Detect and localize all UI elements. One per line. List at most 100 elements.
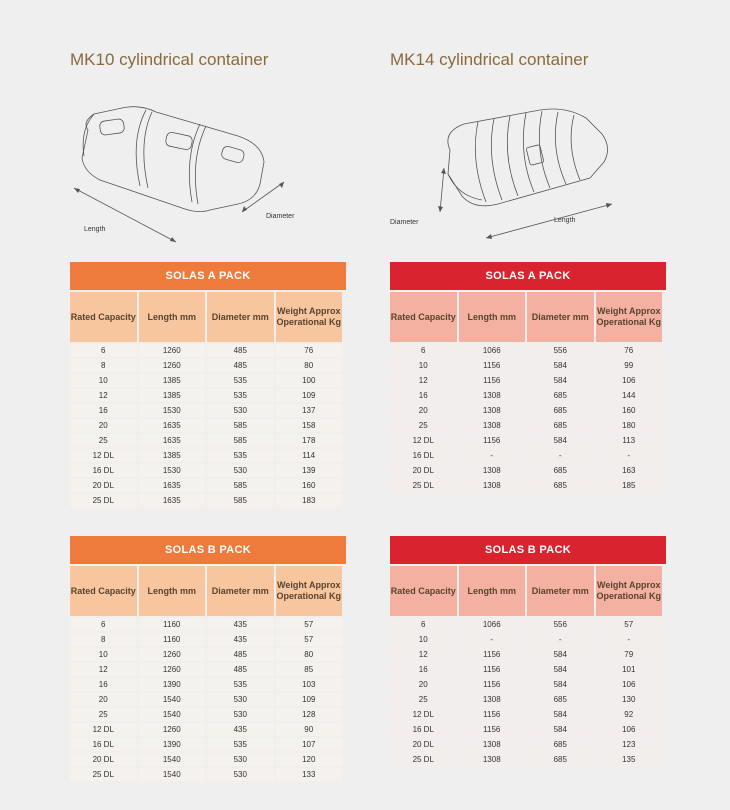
mk14-solas-a-header-3: Weight Approx Operational Kg — [595, 292, 662, 342]
mk10-solas-a-table-block: SOLAS A PACK Rated Capacity Length mm Diam… — [70, 262, 346, 509]
table-cell: 25 — [70, 434, 137, 447]
table-row: 25 1540 530 128 — [70, 708, 342, 721]
mk14-solas-a-header-0: Rated Capacity — [390, 292, 457, 342]
table-cell: 585 — [207, 479, 274, 492]
mk14-solas-b-table-block: SOLAS B PACK Rated Capacity Length mm Diam… — [390, 536, 666, 768]
table-cell: 685 — [527, 693, 594, 706]
table-row: 20 DL 1308 685 123 — [390, 738, 662, 751]
table-cell: 1156 — [458, 374, 525, 387]
table-cell: 535 — [207, 738, 274, 751]
table-cell: 16 DL — [70, 464, 137, 477]
table-cell: 685 — [527, 738, 594, 751]
table-row: 20 1156 584 106 — [390, 678, 662, 691]
table-cell: 6 — [70, 344, 137, 357]
table-cell: 6 — [390, 344, 457, 357]
table-row: 20 DL 1540 530 120 — [70, 753, 342, 766]
table-cell: 16 — [70, 678, 137, 691]
table-cell: 10 — [70, 648, 137, 661]
table-cell: 584 — [527, 663, 594, 676]
table-cell: 584 — [527, 374, 594, 387]
table-cell: 1308 — [458, 693, 525, 706]
mk14-length-label: Length — [554, 217, 576, 224]
table-row: 16 1156 584 101 — [390, 663, 662, 676]
table-cell: 76 — [275, 344, 342, 357]
table-cell: 16 DL — [390, 723, 457, 736]
table-cell: 135 — [595, 753, 662, 766]
table-cell: 90 — [275, 723, 342, 736]
table-cell: 16 — [390, 663, 457, 676]
table-cell: 25 DL — [70, 768, 137, 781]
table-row: 6 1066 556 57 — [390, 618, 662, 631]
table-cell: 1160 — [138, 618, 205, 631]
table-cell: 12 DL — [390, 708, 457, 721]
table-cell: - — [595, 449, 662, 462]
table-row: 6 1260 485 76 — [70, 344, 342, 357]
mk14-solas-a-table-block: SOLAS A PACK Rated Capacity Length mm Diam… — [390, 262, 666, 494]
table-row: 25 DL 1635 585 183 — [70, 494, 342, 507]
table-row: 6 1160 435 57 — [70, 618, 342, 631]
table-row: 10 1156 584 99 — [390, 359, 662, 372]
mk14-title: MK14 cylindrical container — [390, 50, 589, 69]
mk14-solas-a-banner: SOLAS A PACK — [390, 262, 666, 290]
table-cell: 57 — [275, 618, 342, 631]
table-cell: 25 — [70, 708, 137, 721]
table-cell: - — [458, 633, 525, 646]
table-cell: 1260 — [138, 723, 205, 736]
table-cell: 92 — [595, 708, 662, 721]
table-cell: 1390 — [138, 738, 205, 751]
table-cell: 80 — [275, 648, 342, 661]
table-cell: 530 — [207, 404, 274, 417]
table-row: 6 1066 556 76 — [390, 344, 662, 357]
table-cell: 1260 — [138, 663, 205, 676]
table-cell: 79 — [595, 648, 662, 661]
table-cell: - — [595, 633, 662, 646]
mk14-solas-b-header-1: Length mm — [458, 566, 525, 616]
table-row: 16 DL 1530 530 139 — [70, 464, 342, 477]
table-cell: 535 — [207, 374, 274, 387]
table-cell: 25 DL — [390, 753, 457, 766]
table-cell: 1635 — [138, 419, 205, 432]
table-cell: 16 — [390, 389, 457, 402]
table-cell: 10 — [70, 374, 137, 387]
table-cell: 530 — [207, 753, 274, 766]
table-cell: 163 — [595, 464, 662, 477]
mk14-container-illustration: Diameter Length — [390, 108, 613, 239]
table-cell: 158 — [275, 419, 342, 432]
mk14-solas-a-table: Rated Capacity Length mm Diameter mm Weight… — [388, 290, 664, 494]
table-cell: 485 — [207, 663, 274, 676]
table-row: 8 1160 435 57 — [70, 633, 342, 646]
mk14-solas-a-header-1: Length mm — [458, 292, 525, 342]
table-row: 25 1308 685 130 — [390, 693, 662, 706]
table-cell: 16 DL — [70, 738, 137, 751]
mk14-solas-b-table: Rated Capacity Length mm Diameter mm Weight… — [388, 564, 664, 768]
table-cell: 160 — [595, 404, 662, 417]
table-row: 25 DL 1540 530 133 — [70, 768, 342, 781]
table-cell: 113 — [595, 434, 662, 447]
mk14-solas-b-header-3: Weight Approx Operational Kg — [595, 566, 662, 616]
table-cell: 1308 — [458, 753, 525, 766]
mk10-solas-a-header-1: Length mm — [138, 292, 205, 342]
table-cell: 100 — [275, 374, 342, 387]
table-row: 20 DL 1308 685 163 — [390, 464, 662, 477]
mk10-solas-b-header-1: Length mm — [138, 566, 205, 616]
mk10-solas-b-header-3: Weight Approx Operational Kg — [275, 566, 342, 616]
table-cell: 1160 — [138, 633, 205, 646]
table-cell: 25 DL — [390, 479, 457, 492]
table-cell: 16 DL — [390, 449, 457, 462]
table-cell: 101 — [595, 663, 662, 676]
table-row: 16 1308 685 144 — [390, 389, 662, 402]
table-cell: 685 — [527, 479, 594, 492]
table-row: 20 1540 530 109 — [70, 693, 342, 706]
table-row: 16 1530 530 137 — [70, 404, 342, 417]
table-cell: 20 — [70, 419, 137, 432]
table-cell: 25 — [390, 419, 457, 432]
table-cell: 12 DL — [70, 449, 137, 462]
table-cell: 120 — [275, 753, 342, 766]
table-cell: 1390 — [138, 678, 205, 691]
mk10-solas-b-table: Rated Capacity Length mm Diameter mm Weight… — [68, 564, 344, 783]
table-cell: 585 — [207, 434, 274, 447]
table-cell: 1308 — [458, 389, 525, 402]
mk14-solas-b-header-2: Diameter mm — [527, 566, 594, 616]
table-cell: 584 — [527, 359, 594, 372]
table-cell: 1385 — [138, 389, 205, 402]
